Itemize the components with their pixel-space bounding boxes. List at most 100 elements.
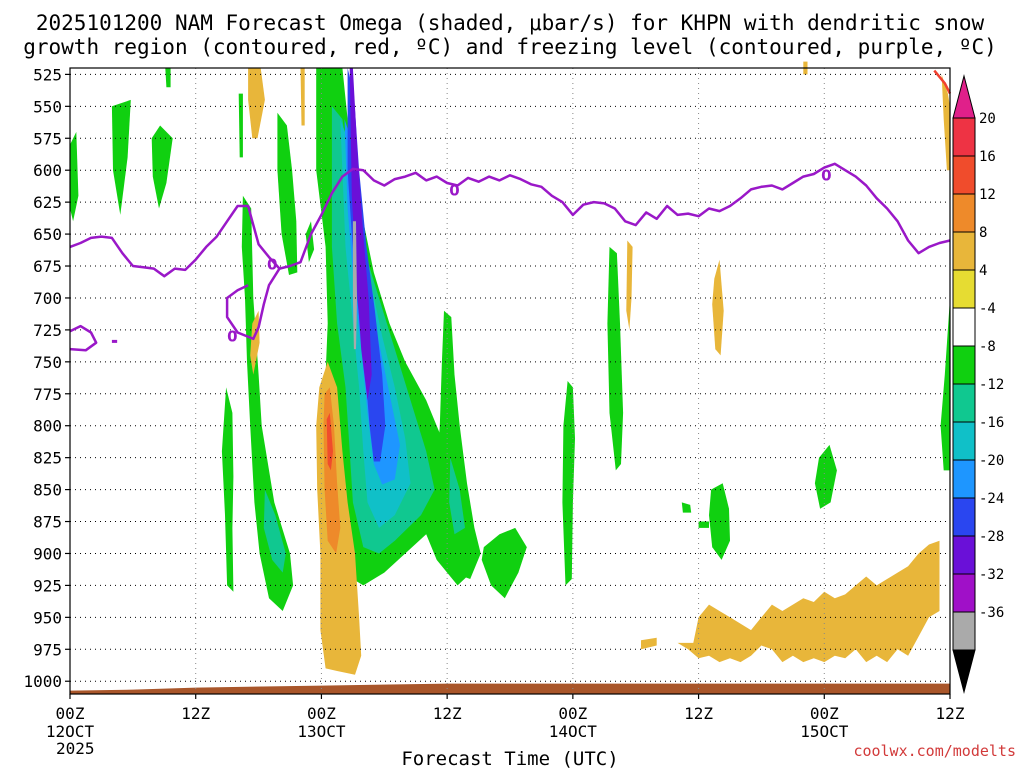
colorbar-bin-12 (952, 573, 976, 613)
freezing-level-label-1: 0 (449, 182, 459, 200)
omega-region-33 (626, 240, 633, 330)
x-tick-date-48: 14OCT (549, 722, 598, 741)
y-tick-label-550: 550 (33, 97, 62, 116)
x-tick-time-0: 00Z (56, 704, 85, 723)
colorbar-top-arrow (952, 74, 976, 119)
colorbar-label-1: 16 (979, 149, 996, 165)
y-tick-label-725: 725 (33, 321, 62, 340)
plot-frame (69, 67, 951, 695)
y-tick-label-650: 650 (33, 225, 62, 244)
colorbar-label-2: 12 (979, 187, 996, 203)
colorbar-bin-9 (952, 459, 976, 499)
colorbar-bin-0 (952, 117, 976, 157)
y-tick-label-775: 775 (33, 385, 62, 404)
colorbar-label-5: -4 (979, 301, 996, 317)
colorbar-label-9: -20 (979, 453, 1004, 469)
omega-region-9 (111, 99, 131, 215)
omega-shading (70, 61, 950, 675)
y-tick-label-675: 675 (33, 257, 62, 276)
omega-region-11 (165, 68, 171, 88)
x-tick-time-24: 00Z (307, 704, 336, 723)
y-tick-label-925: 925 (33, 576, 62, 595)
colorbar-label-6: -8 (979, 339, 996, 355)
omega-region-15 (263, 489, 286, 573)
omega-region-36 (641, 637, 657, 650)
x-tick-time-12: 12Z (181, 704, 210, 723)
colorbar-label-8: -16 (979, 415, 1004, 431)
freezing-level-label-2: 0 (821, 166, 831, 184)
ground-fill (70, 683, 950, 694)
colorbar-bin-11 (952, 535, 976, 575)
credit-link[interactable]: coolwx.com/modelts (853, 742, 1016, 760)
y-tick-label-600: 600 (33, 161, 62, 180)
omega-region-8 (70, 131, 79, 222)
plot-area: 0 0 0 0 (69, 61, 952, 695)
colorbar-bin-13 (952, 611, 976, 651)
x-tick-date-72: 15OCT (800, 722, 849, 741)
freezing-level-label-3: 0 (227, 327, 237, 345)
y-axis: 525 550 575 600 625 650 675 700 725 750 775 800 825 8… (23, 65, 70, 691)
x-tick-date-0: 12OCT (46, 722, 95, 741)
x-tick-time-48: 00Z (558, 704, 587, 723)
colorbar-bin-5 (952, 307, 976, 347)
omega-region-18 (449, 457, 465, 535)
omega-region-3 (344, 119, 400, 485)
omega-region-30 (248, 68, 265, 139)
x-axis-title: Forecast Time (UTC) (401, 748, 618, 768)
x-tick-time-84: 12Z (936, 704, 965, 723)
omega-region-32 (250, 310, 260, 375)
omega-region-35 (677, 540, 940, 663)
colorbar-label-11: -28 (979, 529, 1004, 545)
y-tick-label-875: 875 (33, 513, 62, 532)
y-tick-label-575: 575 (33, 129, 62, 148)
colorbar-bin-4 (952, 269, 976, 309)
colorbar-label-0: 20 (979, 111, 996, 127)
chart-title-line2: growth region (contoured, red, ºC) and f… (23, 35, 997, 59)
y-tick-label-625: 625 (33, 193, 62, 212)
omega-region-31 (300, 68, 305, 126)
colorbar-label-7: -12 (979, 377, 1004, 393)
omega-region-17 (434, 310, 481, 579)
chart-title-line1: 2025101200 NAM Forecast Omega (shaded, μ… (36, 11, 985, 35)
colorbar-bin-1 (952, 155, 976, 195)
omega-region-6 (352, 221, 357, 350)
y-tick-label-700: 700 (33, 289, 62, 308)
colorbar-bin-6 (952, 345, 976, 385)
x-tick-time-72: 00Z (810, 704, 839, 723)
colorbar-label-10: -24 (979, 491, 1004, 507)
colorbar-bin-2 (952, 193, 976, 233)
freezing-level-line (69, 162, 951, 278)
y-tick-label-825: 825 (33, 449, 62, 468)
omega-region-26 (940, 298, 950, 471)
colorbar-label-4: 4 (979, 263, 987, 279)
colorbar-label-3: 8 (979, 225, 987, 241)
freezing-level-label-0: 0 (267, 256, 277, 274)
omega-region-19 (481, 527, 527, 599)
grid-lines (70, 68, 950, 694)
colorbar-label-13: -36 (979, 605, 1004, 621)
omega-region-1 (331, 106, 435, 554)
contours: 0 0 0 0 (69, 69, 952, 352)
omega-region-12 (238, 93, 243, 158)
omega-region-20 (562, 381, 575, 586)
x-tick-year-0: 2025 (56, 739, 95, 758)
y-tick-label-900: 900 (33, 544, 62, 563)
y-tick-label-525: 525 (33, 65, 62, 84)
omega-region-21 (607, 246, 624, 471)
colorbar-bin-7 (952, 383, 976, 423)
x-tick-time-36: 12Z (433, 704, 462, 723)
omega-region-16 (221, 387, 234, 592)
y-tick-label-850: 850 (33, 481, 62, 500)
omega-region-22 (681, 502, 692, 513)
x-tick-date-24: 13OCT (297, 722, 346, 741)
y-tick-label-1000: 1000 (23, 672, 62, 691)
omega-region-25 (814, 444, 837, 509)
omega-region-24 (698, 521, 709, 528)
x-tick-time-60: 12Z (684, 704, 713, 723)
omega-region-38 (941, 74, 950, 171)
colorbar: 20 16 12 8 4 -4 -8 -12 -16 -20 -24 -28 -32 -36 (952, 74, 1004, 694)
colorbar-bottom-arrow (952, 649, 976, 694)
omega-region-34 (712, 259, 724, 356)
